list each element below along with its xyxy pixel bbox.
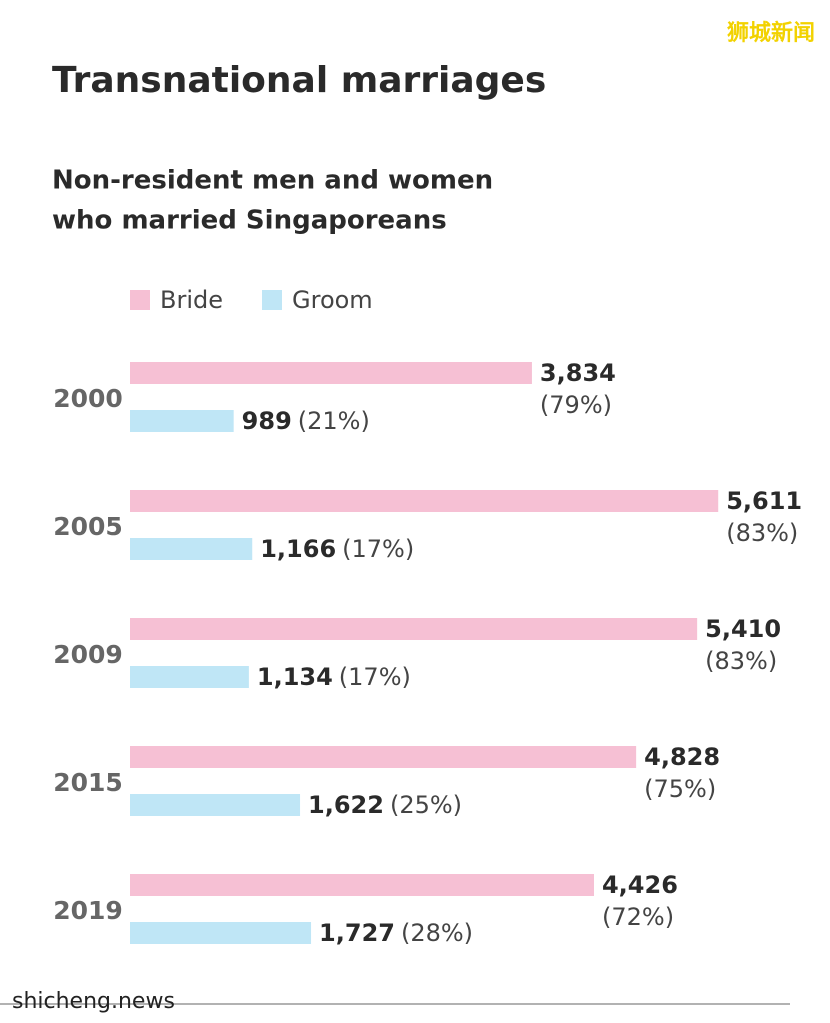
legend-swatch: [262, 290, 282, 310]
value-number: 1,622: [308, 791, 384, 819]
value-number: 1,166: [260, 535, 336, 563]
chart-title: Transnational marriages: [52, 60, 546, 101]
value-number: 1,134: [257, 663, 333, 691]
share-label: (75%): [644, 775, 716, 803]
y-tick-label: 2015: [53, 768, 123, 797]
y-tick-label: 2005: [53, 512, 123, 541]
legend-label: Groom: [292, 286, 373, 314]
legend-swatch: [130, 290, 150, 310]
bar: [130, 746, 637, 768]
legend-label: Bride: [160, 286, 223, 314]
chart-subtitle: who married Singaporeans: [52, 206, 447, 236]
chart-subtitle: Non-resident men and women: [52, 166, 493, 196]
watermark: 狮城新闻: [727, 20, 815, 46]
share-label: (72%): [602, 903, 674, 931]
share-label: (79%): [540, 391, 612, 419]
value-label: 4,828: [644, 743, 720, 771]
share-label: (83%): [726, 519, 798, 547]
value-label: 1,134 (17%): [257, 663, 411, 691]
y-tick-label: 2009: [53, 640, 123, 669]
y-tick-label: 2000: [53, 384, 123, 413]
value-label: 5,410: [705, 615, 781, 643]
value-label: 3,834: [540, 359, 616, 387]
bar: [130, 874, 594, 896]
value-label: 5,611: [726, 487, 802, 515]
value-label: 4,426: [602, 871, 678, 899]
value-label: 1,622 (25%): [308, 791, 462, 819]
bar: [130, 362, 532, 384]
share-label: (17%): [339, 663, 411, 691]
value-number: 1,727: [319, 919, 395, 947]
share-label: (83%): [705, 647, 777, 675]
y-tick-label: 2019: [53, 896, 123, 925]
share-label: (28%): [401, 919, 473, 947]
bar: [130, 490, 719, 512]
bar: [130, 794, 301, 816]
value-label: 1,166 (17%): [260, 535, 414, 563]
bar: [130, 666, 249, 688]
share-label: (25%): [390, 791, 462, 819]
bar: [130, 618, 698, 640]
bar: [130, 410, 234, 432]
share-label: (21%): [298, 407, 370, 435]
value-label: 1,727 (28%): [319, 919, 473, 947]
share-label: (17%): [342, 535, 414, 563]
watermark: shicheng.news: [12, 989, 175, 1014]
bar: [130, 922, 312, 944]
value-number: 989: [242, 407, 292, 435]
bar: [130, 538, 253, 560]
value-label: 989 (21%): [242, 407, 370, 435]
